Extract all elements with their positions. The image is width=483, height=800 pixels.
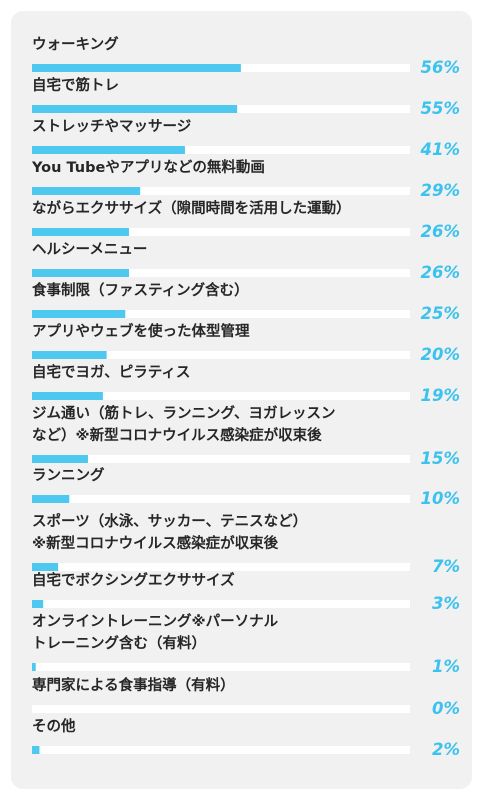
value-label: 15%: [421, 449, 461, 468]
bar: [32, 146, 185, 154]
bar-track: [32, 663, 410, 671]
bar: [32, 228, 129, 236]
category-label: スポーツ（水泳、サッカー、テニスなど）: [32, 512, 307, 530]
category-label: ジム通い（筋トレ、ランニング、ヨガレッスン: [32, 404, 335, 422]
value-label: 26%: [421, 263, 461, 282]
value-label: 3%: [432, 594, 460, 613]
bar-track: [32, 351, 410, 359]
bar-track: [32, 705, 410, 713]
category-label: ランニング: [32, 466, 105, 484]
value-label: 2%: [432, 740, 460, 759]
category-label: その他: [32, 717, 76, 735]
category-label: 自宅で筋トレ: [32, 76, 119, 94]
bar-track: [32, 563, 410, 571]
category-label: 専門家による食事指導（有料）: [32, 676, 235, 694]
value-label: 26%: [421, 222, 461, 241]
bar-track: [32, 310, 410, 318]
value-label: 29%: [421, 181, 461, 200]
category-label: ヘルシーメニュー: [32, 242, 147, 258]
bar: [32, 310, 126, 318]
value-label: 1%: [432, 657, 460, 676]
category-label: など）※新型コロナウイルス感染症が収束後: [32, 426, 322, 444]
bar: [32, 495, 70, 503]
bar: [32, 663, 36, 671]
category-label: トレーニング含む（有料）: [32, 634, 206, 652]
bar-track: [32, 495, 410, 503]
value-label: 0%: [432, 699, 460, 718]
bar-track: [32, 392, 410, 400]
value-label: 25%: [421, 304, 461, 323]
bar: [32, 455, 88, 463]
bar: [32, 105, 238, 113]
category-label: 自宅でヨガ、ピラティス: [32, 363, 190, 381]
value-label: 10%: [421, 489, 461, 508]
category-label: オンライントレーニング※パーソナル: [32, 612, 279, 630]
bar-track: [32, 746, 410, 754]
bar-track: [32, 269, 410, 277]
category-label: ※新型コロナウイルス感染症が収束後: [32, 534, 279, 552]
value-label: 41%: [420, 140, 461, 159]
bar: [32, 64, 241, 72]
bar: [32, 187, 141, 195]
category-label: ウォーキング: [32, 35, 119, 53]
bar-track: [32, 228, 410, 236]
bar-track: [32, 600, 410, 608]
bar: [32, 600, 44, 608]
bar: [32, 392, 103, 400]
bar: [32, 351, 107, 359]
category-label: 食事制限（ファスティング含む）: [32, 281, 249, 299]
category-label: ストレッチやマッサージ: [32, 118, 192, 135]
bar: [32, 746, 40, 754]
value-label: 20%: [421, 345, 461, 364]
bar-track: [32, 146, 410, 154]
bar-track: [32, 455, 410, 463]
bar-track: [32, 187, 410, 195]
bar: [32, 563, 59, 571]
category-label: アプリやウェブを使った体型管理: [32, 322, 250, 340]
value-label: 19%: [421, 386, 461, 405]
value-label: 55%: [421, 99, 461, 118]
value-label: 7%: [432, 557, 460, 576]
category-label: You Tubeやアプリなどの無料動画: [31, 158, 265, 176]
category-label: ながらエクササイズ（隙間時間を活用した運動）: [32, 199, 351, 217]
value-label: 56%: [421, 58, 461, 77]
bar: [32, 269, 129, 277]
category-label: 自宅でボクシングエクササイズ: [32, 571, 235, 589]
